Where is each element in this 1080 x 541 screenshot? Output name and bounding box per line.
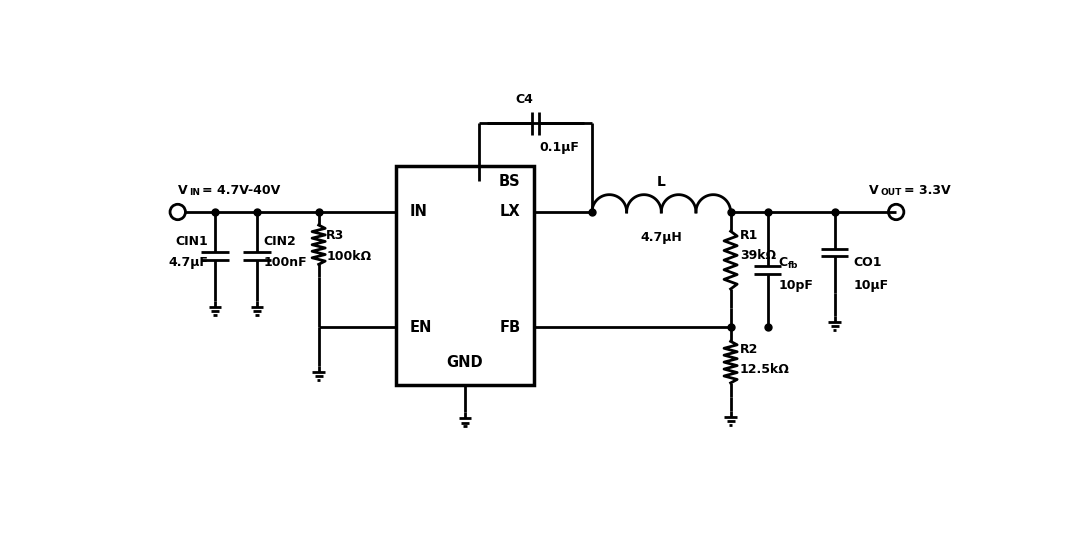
Text: LX: LX — [500, 204, 521, 220]
Text: V: V — [869, 183, 879, 196]
Text: 4.7μH: 4.7μH — [640, 231, 683, 244]
Text: IN: IN — [409, 204, 428, 220]
Text: C4: C4 — [515, 93, 532, 105]
Text: 0.1μF: 0.1μF — [539, 141, 579, 154]
Text: CO1: CO1 — [854, 255, 882, 268]
Text: = 3.3V: = 3.3V — [904, 183, 950, 196]
Text: GND: GND — [447, 355, 483, 370]
Text: BS: BS — [499, 174, 521, 189]
Text: 100kΩ: 100kΩ — [326, 250, 372, 263]
Text: OUT: OUT — [881, 188, 902, 196]
Text: C: C — [779, 255, 787, 268]
Text: 10μF: 10μF — [854, 279, 889, 292]
Text: FB: FB — [499, 320, 521, 335]
Text: IN: IN — [189, 188, 200, 196]
Text: V: V — [178, 183, 187, 196]
Text: 12.5kΩ: 12.5kΩ — [740, 364, 789, 377]
Text: L: L — [657, 175, 665, 189]
Text: CIN2: CIN2 — [264, 235, 296, 248]
Text: R1: R1 — [740, 229, 758, 242]
Text: = 4.7V-40V: = 4.7V-40V — [202, 183, 281, 196]
Text: CIN1: CIN1 — [176, 235, 208, 248]
Text: 4.7μF: 4.7μF — [168, 255, 208, 268]
Text: 10pF: 10pF — [779, 279, 813, 292]
Text: 100nF: 100nF — [264, 255, 307, 268]
Text: R2: R2 — [740, 342, 758, 355]
Text: 39kΩ: 39kΩ — [740, 249, 775, 262]
Bar — [395, 166, 535, 385]
Text: R3: R3 — [326, 229, 345, 242]
Text: fb: fb — [788, 261, 799, 270]
Text: EN: EN — [409, 320, 432, 335]
